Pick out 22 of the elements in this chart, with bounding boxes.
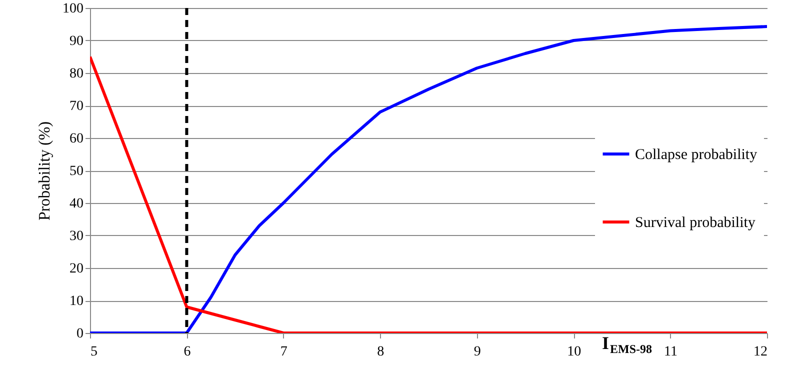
y-tick-label: 100 xyxy=(62,2,84,16)
y-tick-label: 30 xyxy=(70,229,84,244)
x-tick-label: 9 xyxy=(474,344,481,360)
x-tick-label: 10 xyxy=(567,344,582,360)
x-tick-label: 11 xyxy=(664,344,678,360)
y-tick-label: 40 xyxy=(70,196,84,212)
y-axis-title: Probability (%) xyxy=(36,121,54,221)
y-tick-label: 90 xyxy=(70,34,84,49)
legend-label: Collapse probability xyxy=(635,147,758,163)
x-tick-label: 7 xyxy=(280,344,288,360)
y-tick-label: 50 xyxy=(70,164,84,179)
y-tick-label: 20 xyxy=(70,262,84,276)
x-tick-label: 12 xyxy=(754,344,768,360)
x-tick-label: 6 xyxy=(184,344,191,360)
x-tick-label: 5 xyxy=(90,344,98,360)
legend-label: Survival probability xyxy=(635,215,756,231)
y-tick-label: 0 xyxy=(76,326,84,342)
y-tick-label: 70 xyxy=(70,99,84,114)
y-tick-label: 10 xyxy=(70,294,84,309)
y-tick-label: 60 xyxy=(70,132,84,146)
y-tick-label: 80 xyxy=(70,66,84,82)
x-tick-label: 8 xyxy=(377,344,384,360)
